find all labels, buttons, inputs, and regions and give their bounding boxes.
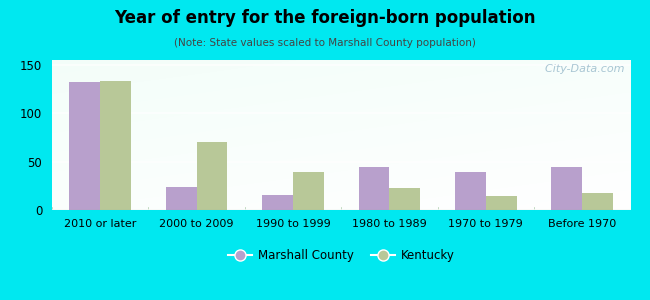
- Bar: [293, 172, 324, 210]
- Bar: [70, 82, 100, 210]
- Bar: [486, 196, 517, 210]
- Bar: [262, 196, 293, 210]
- Bar: [359, 167, 389, 210]
- Text: City-Data.com: City-Data.com: [538, 64, 625, 74]
- Bar: [455, 172, 486, 210]
- Text: (Note: State values scaled to Marshall County population): (Note: State values scaled to Marshall C…: [174, 38, 476, 47]
- Legend: Marshall County, Kentucky: Marshall County, Kentucky: [224, 245, 459, 267]
- Text: Year of entry for the foreign-born population: Year of entry for the foreign-born popul…: [114, 9, 536, 27]
- Bar: [196, 142, 227, 210]
- Bar: [166, 187, 196, 210]
- Bar: [389, 188, 421, 210]
- Bar: [551, 167, 582, 210]
- Bar: [582, 193, 613, 210]
- Bar: [100, 81, 131, 210]
